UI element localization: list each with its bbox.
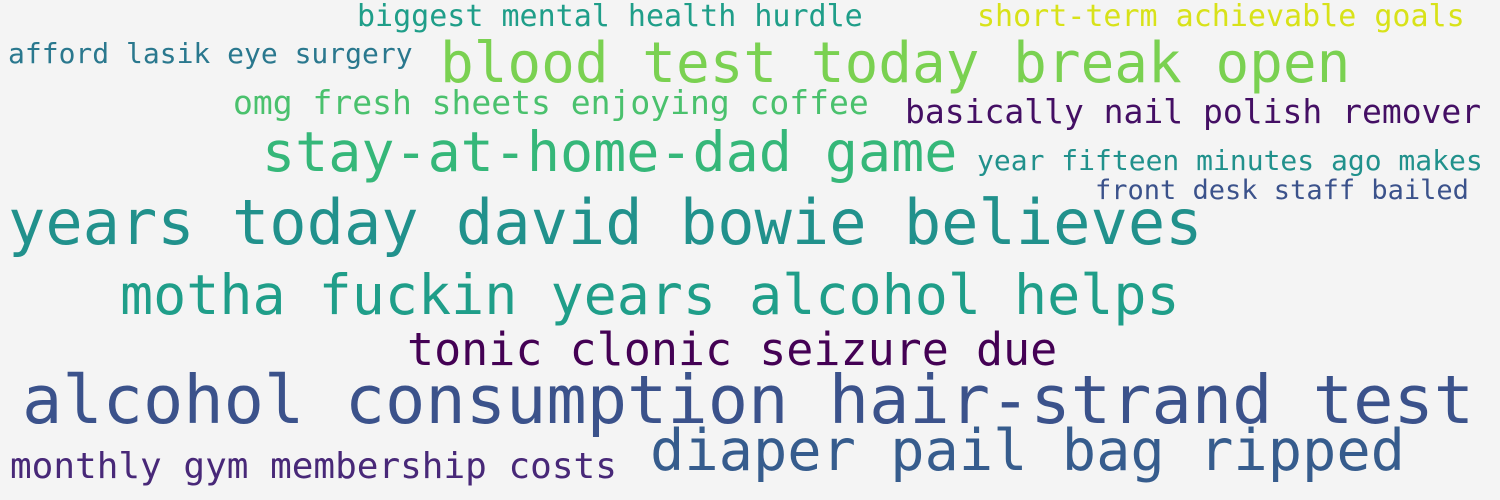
word-phrase: years today david bowie believes (8, 186, 1203, 259)
word-phrase: afford lasik eye surgery (8, 37, 413, 70)
word-phrase: short-term achievable goals (977, 0, 1465, 34)
word-phrase: alcohol consumption hair-strand test (22, 361, 1475, 439)
word-phrase: front desk staff bailed (1095, 175, 1469, 206)
word-phrase: year fifteen minutes ago makes (977, 144, 1483, 177)
word-phrase: diaper pail bag ripped (650, 418, 1405, 484)
word-phrase: stay-at-home-dad game (262, 120, 958, 184)
word-phrase: biggest mental health hurdle (357, 0, 863, 34)
word-phrase: motha fuckin years alcohol helps (120, 263, 1180, 327)
word-phrase: omg fresh sheets enjoying coffee (233, 83, 869, 122)
word-phrase: monthly gym membership costs (10, 446, 617, 487)
word-phrase: basically nail polish remover (905, 92, 1482, 131)
word-phrase: blood test today break open (440, 31, 1351, 96)
word-phrase: tonic clonic seizure due (407, 323, 1058, 376)
